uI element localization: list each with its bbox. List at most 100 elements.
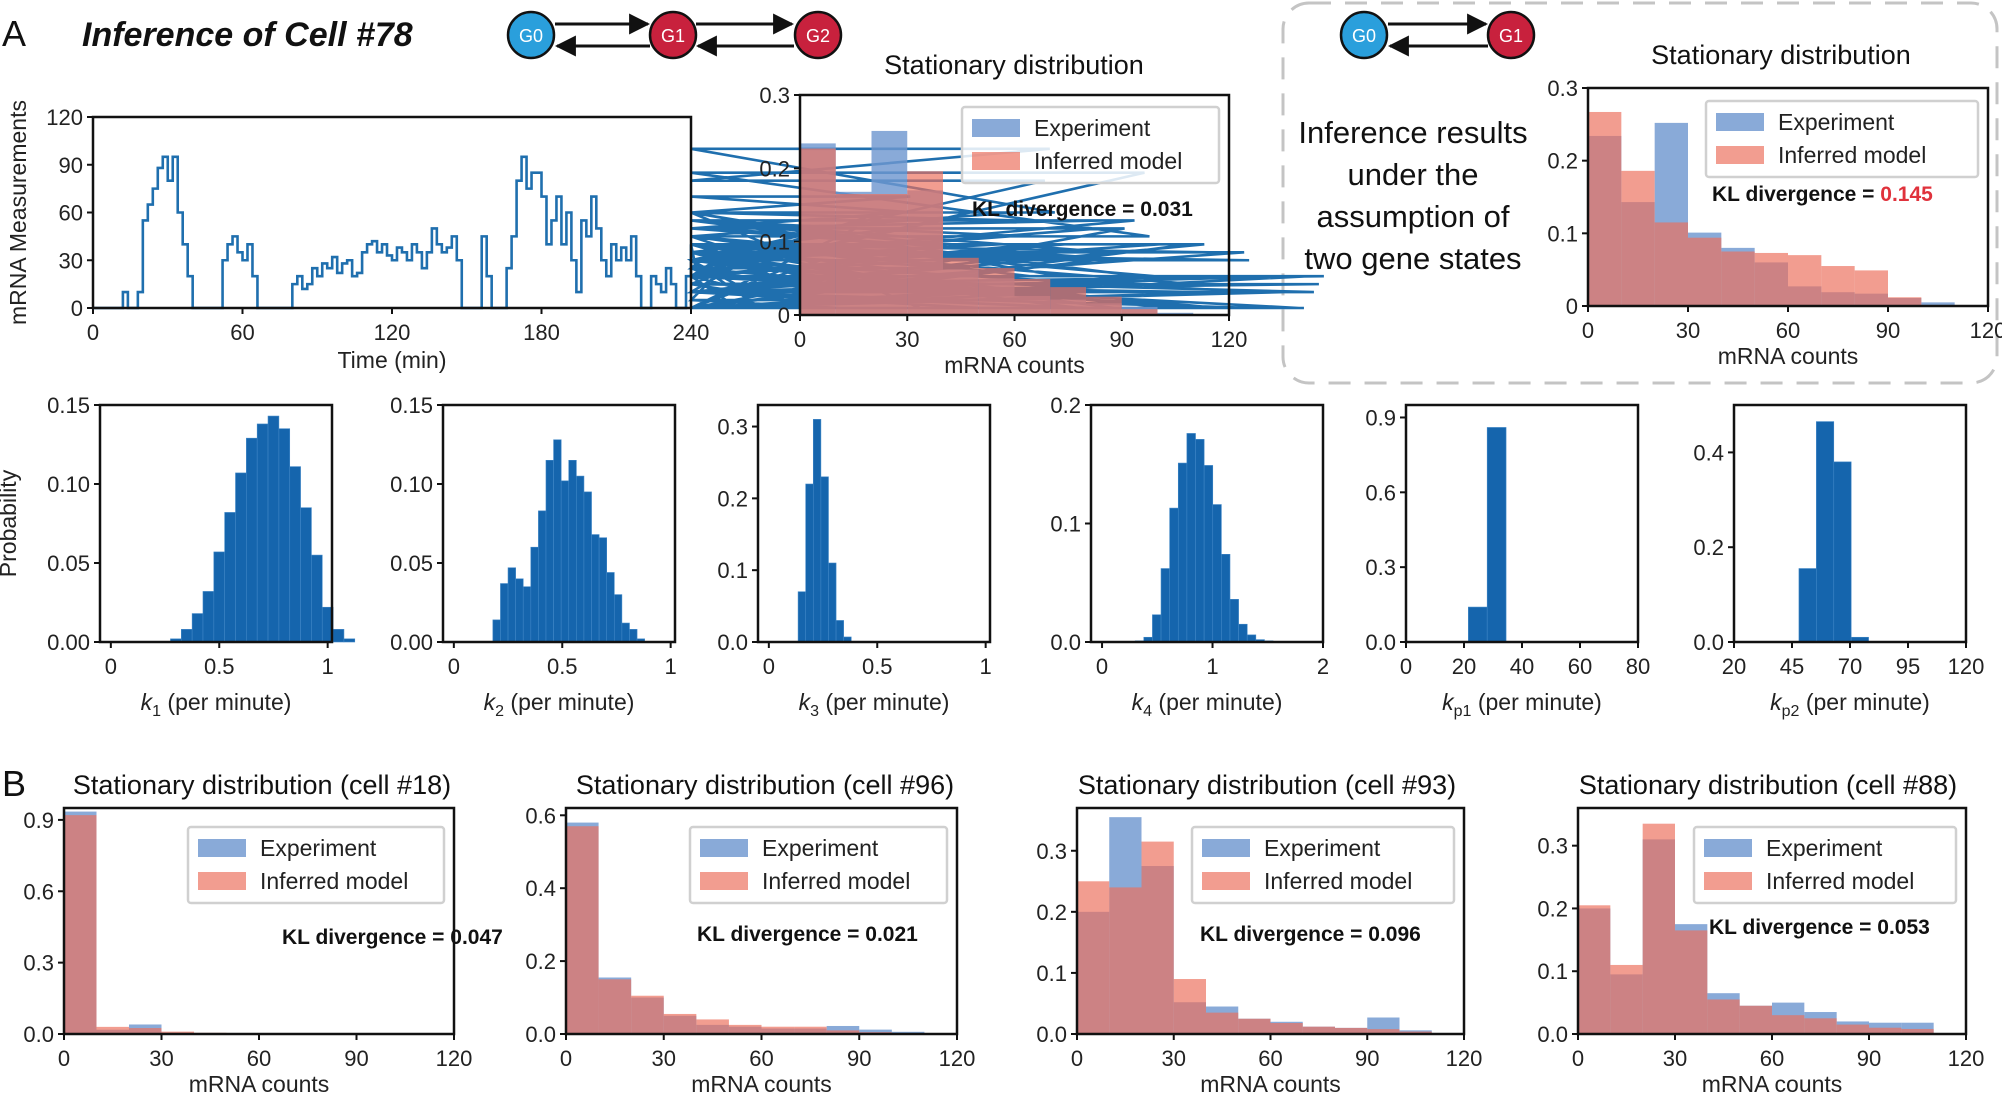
B_cell88-xtick-label: 90 xyxy=(1857,1046,1881,1071)
A_stationary3-legend-experiment-swatch xyxy=(972,119,1020,137)
B_cell96-xlabel: mRNA counts xyxy=(691,1071,832,1097)
A_stationary2-inferred-bar xyxy=(1688,237,1722,306)
B_cell93-inferred-bar xyxy=(1335,1027,1368,1034)
trace-xlabel: Time (min) xyxy=(337,347,446,373)
k2-bar xyxy=(500,583,509,643)
k3-bar xyxy=(812,419,822,643)
k2-xlabel-var: k xyxy=(484,689,497,715)
A_stationary2-inferred-bar xyxy=(1588,111,1622,306)
k4-bar xyxy=(1221,554,1231,643)
A_stationary2-legend-experiment-swatch xyxy=(1716,113,1764,131)
k4-bar xyxy=(1177,462,1188,643)
B_cell93-inferred-bar xyxy=(1206,1012,1239,1034)
A_stationary2-ytick-label: 0.3 xyxy=(1547,76,1578,101)
B_cell18-xtick-label: 90 xyxy=(344,1046,368,1071)
node-g2-label: G2 xyxy=(806,26,830,46)
A_stationary3-plot: 0 30 60 90 120 0 0.1 0.2 0.3 Stationary distribut… xyxy=(759,50,1247,378)
kp2-xtick-label: 70 xyxy=(1838,654,1862,679)
B_cell88-ytick-label: 0.1 xyxy=(1537,959,1568,984)
kp2-bar xyxy=(1816,421,1835,643)
kp1-ytick-label: 0.0 xyxy=(1365,630,1396,655)
kp1-frame xyxy=(1404,403,1640,644)
B_cell96-inferred-bar xyxy=(566,826,599,1034)
k4-bar xyxy=(1203,465,1214,643)
B_cell18-xtick-label: 120 xyxy=(436,1046,473,1071)
B_cell18-xlabel: mRNA counts xyxy=(189,1071,330,1097)
A_stationary2-kl-prefix: KL divergence = xyxy=(1712,183,1880,206)
B_cell93-xtick-label: 120 xyxy=(1446,1046,1483,1071)
B_cell88-inferred-bar xyxy=(1739,1005,1772,1034)
A_stationary2-inferred-bar xyxy=(1621,170,1655,306)
kp2-ytick-label: 0.0 xyxy=(1693,630,1724,655)
kp2-xlabel-sub: p2 xyxy=(1782,703,1800,720)
k2-bar xyxy=(560,480,570,643)
k2-plot: 0 0.5 1 0.00 0.05 0.10 0.15 k2 (per minute) xyxy=(390,393,677,720)
kp1-xlabel-sub: p1 xyxy=(1454,703,1472,720)
A_stationary2-inferred-bar xyxy=(1854,270,1888,306)
A_stationary3-frame xyxy=(798,93,1231,317)
B_cell93-xlabel: mRNA counts xyxy=(1200,1071,1341,1097)
two-state-inset-frame xyxy=(1281,1,1999,385)
B_cell18-ytick-label: 0.3 xyxy=(23,951,54,976)
A_stationary3-kl-text: KL divergence = 0.031 xyxy=(972,198,1193,221)
k4-bar xyxy=(1152,614,1162,643)
k1-bar xyxy=(213,551,225,643)
A_stationary3-inferred-bar xyxy=(1121,309,1158,315)
note-line-3: assumption of xyxy=(1317,199,1510,234)
k2-bar xyxy=(507,567,516,643)
B_cell88-legend-experiment-swatch xyxy=(1704,839,1752,857)
kp2-ytick-label: 0.2 xyxy=(1693,535,1724,560)
trace-xtick-label: 120 xyxy=(374,320,411,345)
B_cell93-xtick-label: 90 xyxy=(1355,1046,1379,1071)
B_cell88-ytick-label: 0.2 xyxy=(1537,896,1568,921)
A_stationary2-legend-experiment-label: Experiment xyxy=(1778,109,1895,135)
k4-xlabel: k4 (per minute) xyxy=(1132,689,1283,720)
k2-bar xyxy=(553,439,562,643)
A_stationary2-inferred-bar xyxy=(1721,251,1755,306)
B_cell88-inferred-bar xyxy=(1707,999,1740,1034)
kp1-bar xyxy=(1468,606,1488,643)
B_cell93-ytick-label: 0.2 xyxy=(1036,900,1067,925)
A_stationary3-inferred-bar xyxy=(1050,287,1086,315)
k4-plot: 0 1 2 0.0 0.1 0.2 k4 (per minute) xyxy=(1050,393,1329,720)
B_cell88-xtick-label: 30 xyxy=(1663,1046,1687,1071)
trace-frame xyxy=(91,115,693,310)
k2-bar xyxy=(568,459,577,643)
B_cell93-legend-inferred-swatch xyxy=(1202,872,1250,890)
B_cell88-experiment-bar xyxy=(1901,1022,1934,1034)
kp1-xlabel-var: k xyxy=(1442,689,1455,715)
k2-bar xyxy=(606,572,615,643)
k4-bar xyxy=(1229,599,1239,643)
B_cell18-kl-text: KL divergence = 0.047 xyxy=(282,926,503,949)
k1-xlabel-var: k xyxy=(141,689,154,715)
k1-xtick-label: 1 xyxy=(322,654,334,679)
A_stationary3-ytick-label: 0.1 xyxy=(759,230,790,255)
k4-ytick-label: 0.2 xyxy=(1050,393,1081,418)
B_cell93-inferred-bar xyxy=(1302,1026,1335,1034)
B_cell88-inferred-bar xyxy=(1804,1018,1837,1034)
kp2-xlabel-var: k xyxy=(1770,689,1783,715)
k4-xtick-label: 1 xyxy=(1206,654,1218,679)
B_cell96-legend-box xyxy=(688,825,949,905)
A_stationary2-xtick-label: 0 xyxy=(1582,318,1594,343)
k1-bar xyxy=(181,629,193,643)
k4-ytick-label: 0.1 xyxy=(1050,512,1081,537)
B_cell96-inferred-bar xyxy=(696,1019,729,1034)
A_stationary3-kl-value: 0.031 xyxy=(1140,198,1193,221)
B_cell88-inferred-bar xyxy=(1836,1024,1869,1034)
k4-bar xyxy=(1186,433,1196,643)
kp1-ytick-label: 0.9 xyxy=(1365,405,1396,430)
A_stationary3-legend-box xyxy=(960,105,1221,185)
B_cell88-legend-inferred-swatch xyxy=(1704,872,1752,890)
k3-ytick-label: 0.2 xyxy=(717,486,748,511)
B_cell96-ytick-label: 0.0 xyxy=(525,1022,556,1047)
A_stationary3-xtick-label: 60 xyxy=(1002,327,1026,352)
k1-bar xyxy=(191,613,204,643)
A_stationary3-inferred-bar xyxy=(800,148,836,315)
B_cell88-xlabel: mRNA counts xyxy=(1702,1071,1843,1097)
B_cell96-plot: 0 30 60 90 120 0.0 0.2 0.4 0.6 Stationary distrib… xyxy=(525,770,975,1097)
B_cell96-xtick-label: 30 xyxy=(652,1046,676,1071)
k1-ytick-label: 0.05 xyxy=(47,551,90,576)
two-state-note: Inference results under the assumption o… xyxy=(1298,115,1527,276)
